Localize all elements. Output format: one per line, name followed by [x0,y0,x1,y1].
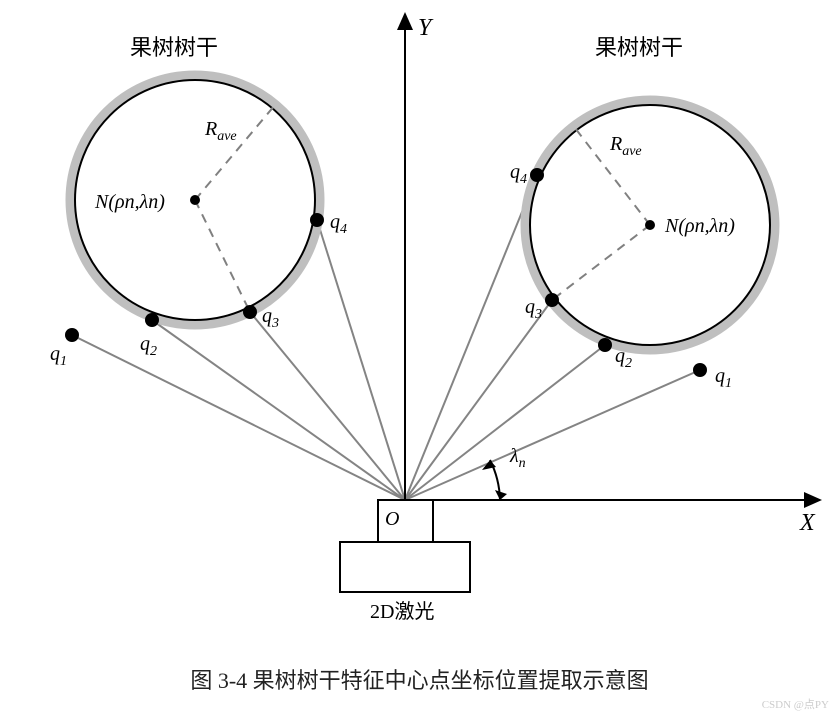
right-center-dot [645,220,655,230]
right-trunk-title: 果树树干 [595,35,683,60]
left-q1-dot [65,328,79,342]
ray-right-q2 [405,345,605,500]
left-q3-label: q3 [262,305,279,331]
left-trunk-title: 果树树干 [130,35,218,60]
ray-left-q4 [317,220,405,500]
diagram-svg: λn Y X N(ρn,λn) Rave N(ρn,λn) Rave q1 q2… [0,0,839,650]
right-q3-label: q3 [525,296,542,322]
device-large-rect [340,542,470,592]
left-q4-label: q4 [330,211,347,237]
left-q2-dot [145,313,159,327]
right-q1-label: q1 [715,365,732,391]
ray-left-q1 [72,335,405,500]
watermark: CSDN @点PY [762,696,829,712]
device-label: 2D激光 [370,600,434,623]
origin-label: O [385,508,399,530]
left-center-dot [190,195,200,205]
right-q2-dot [598,338,612,352]
angle-arrow-1 [495,490,507,500]
right-q3-dot [545,293,559,307]
ray-right-q3 [405,300,552,500]
x-axis-arrow [804,492,822,508]
y-axis-arrow [397,12,413,30]
y-axis-label: Y [418,15,434,41]
left-q4-dot [310,213,324,227]
right-q4-label: q4 [510,161,527,187]
diagram-container: λn Y X N(ρn,λn) Rave N(ρn,λn) Rave q1 q2… [0,0,839,720]
left-q2-label: q2 [140,333,157,359]
left-center-label: N(ρn,λn) [94,191,165,213]
right-center-label: N(ρn,λn) [664,215,735,237]
x-axis-label: X [799,510,816,536]
right-q1-dot [693,363,707,377]
left-q3-dot [243,305,257,319]
right-q4-dot [530,168,544,182]
figure-caption: 图 3-4 果树树干特征中心点坐标位置提取示意图 [0,663,839,695]
left-q1-label: q1 [50,343,67,369]
